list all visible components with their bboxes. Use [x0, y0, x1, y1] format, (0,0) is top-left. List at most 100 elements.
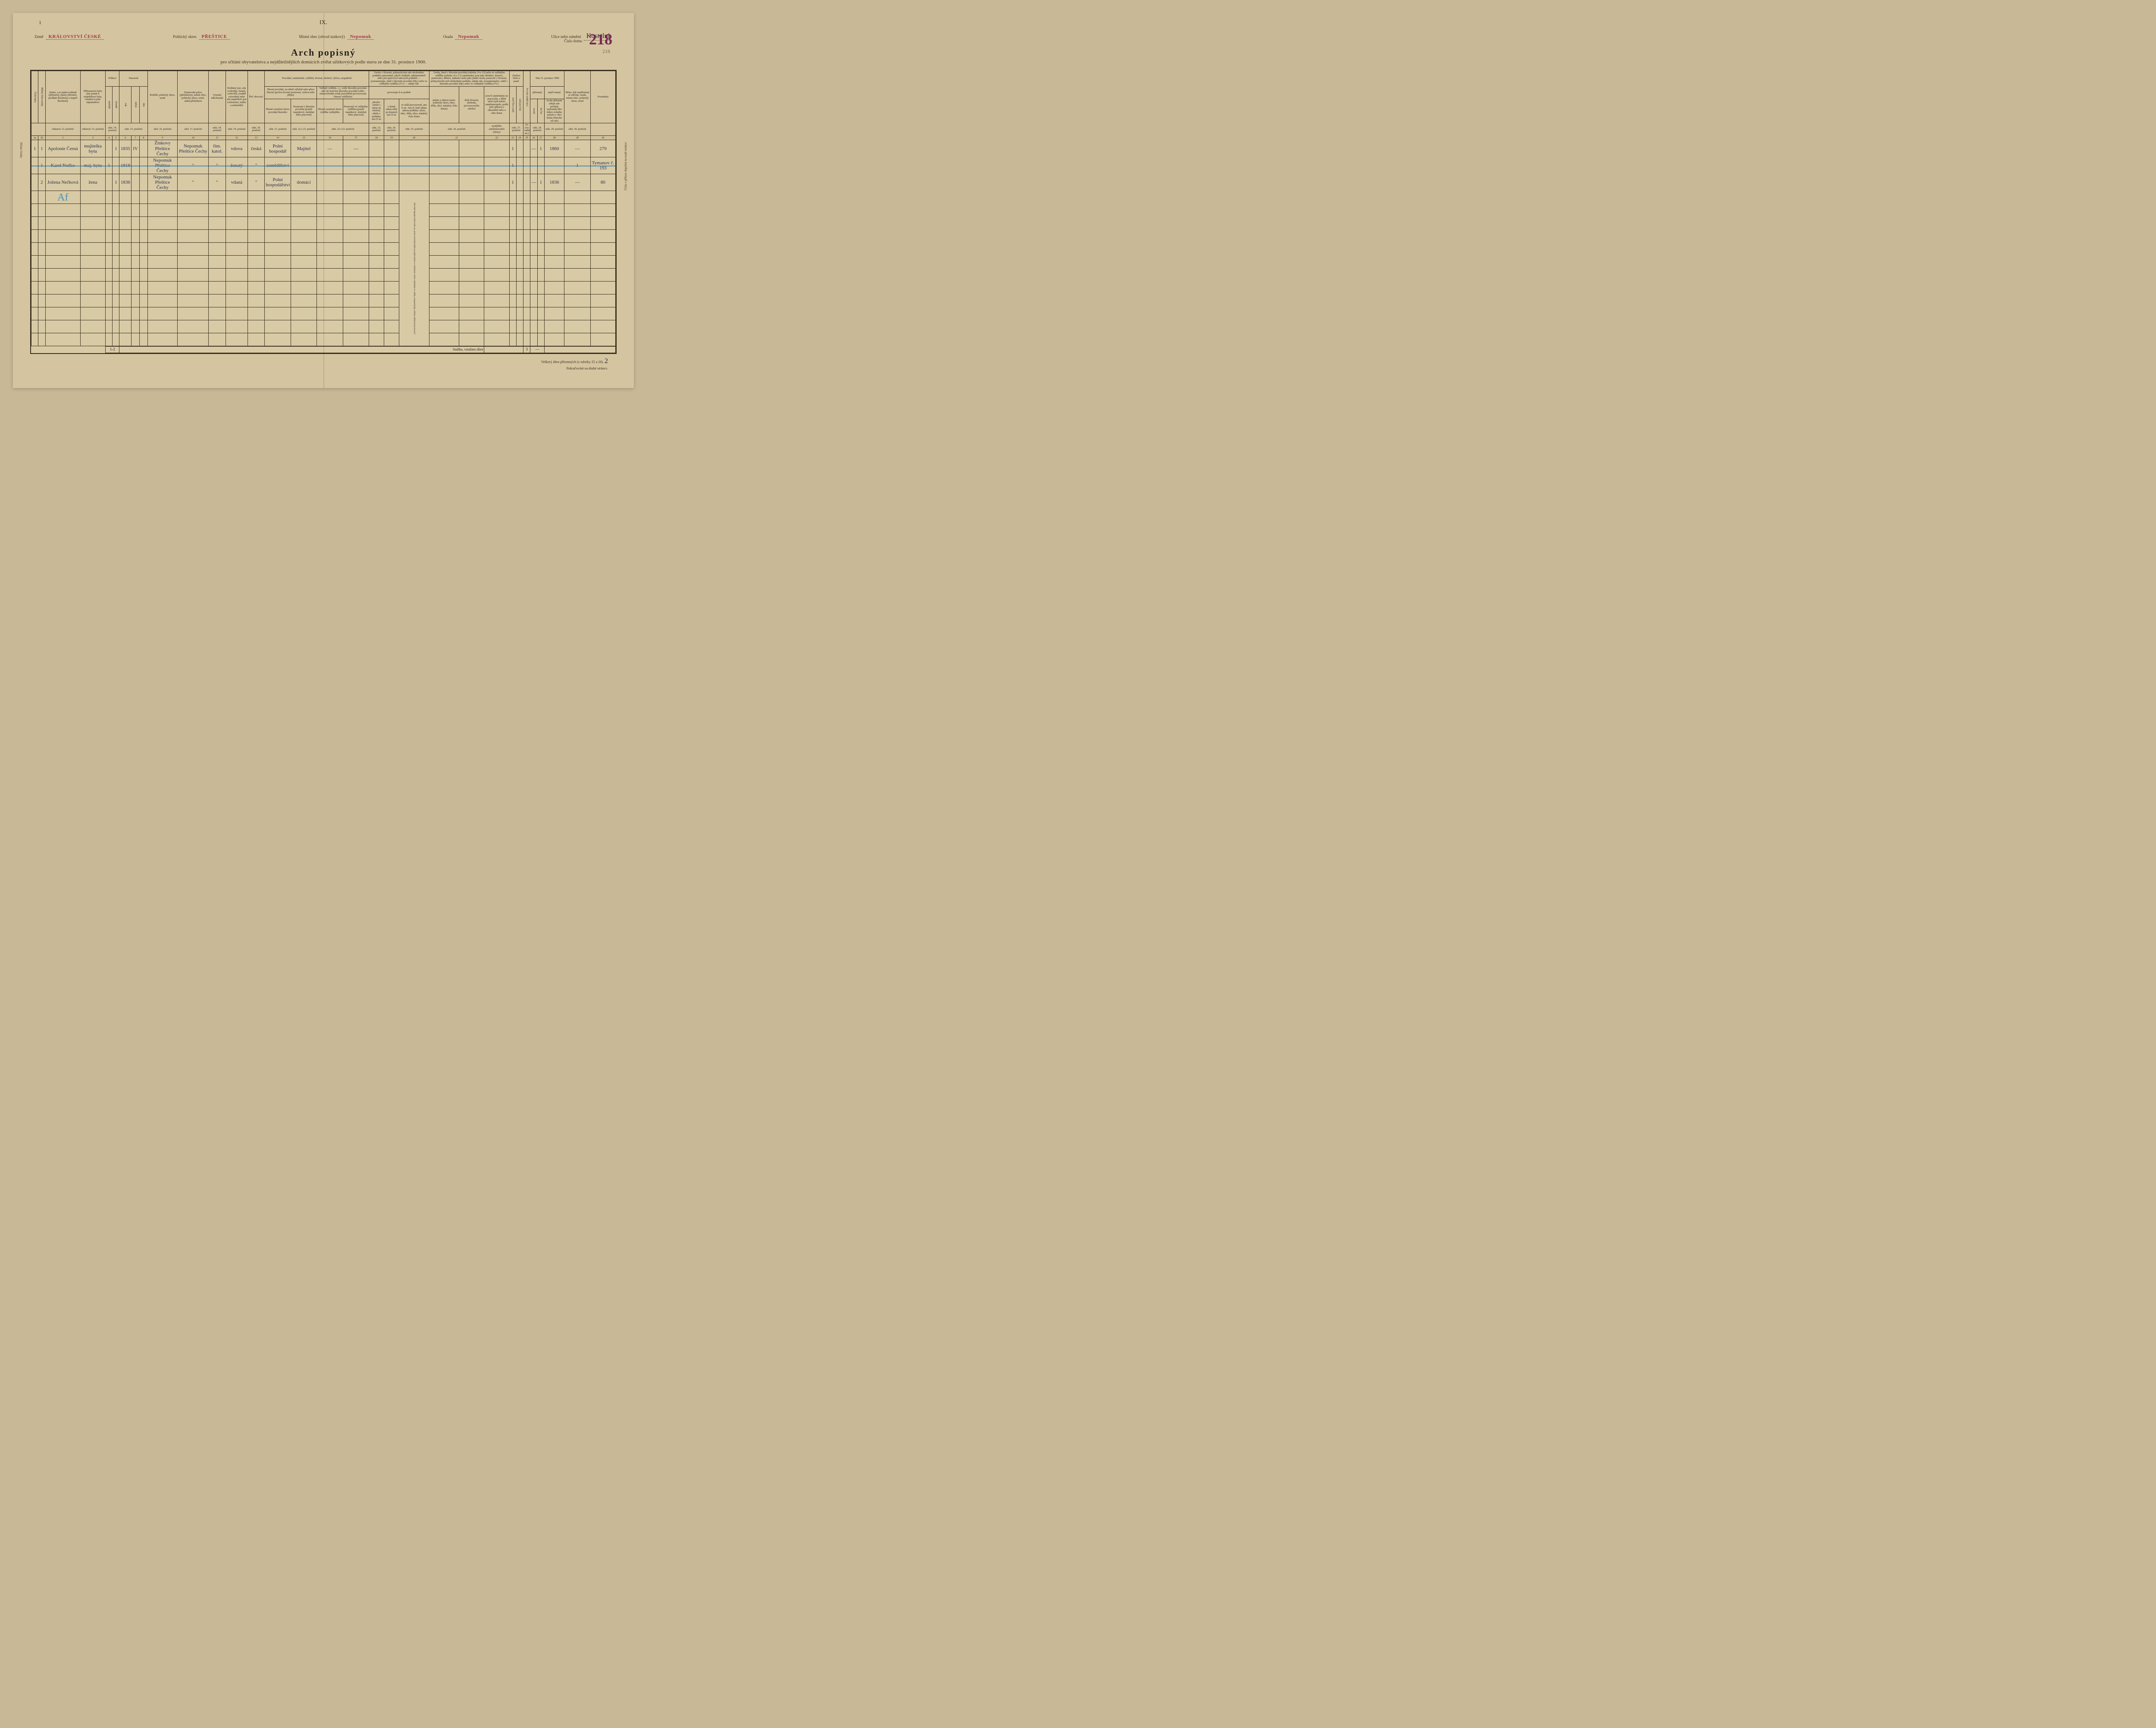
empty-cell — [139, 204, 147, 217]
num-21: 21 — [429, 136, 484, 140]
col-lit-rw: umí číst a psát — [509, 86, 516, 123]
cell — [523, 140, 530, 157]
cell — [384, 140, 399, 157]
num-27: 27 — [537, 136, 544, 140]
empty-cell — [516, 294, 523, 307]
col-birth: Narození — [119, 71, 147, 87]
num-7: 7 — [132, 136, 140, 140]
empty-cell — [291, 191, 317, 204]
cell — [317, 174, 343, 191]
cell — [523, 157, 530, 174]
empty-cell — [209, 294, 226, 307]
ref-17: odst. 26. poučení — [429, 123, 484, 136]
cell: " — [178, 157, 209, 174]
num-29: 29 — [564, 136, 590, 140]
empty-cell — [38, 256, 45, 269]
empty-cell — [369, 256, 384, 269]
empty-cell — [80, 256, 105, 269]
col-absent: nepří-tomný — [544, 86, 564, 99]
empty-cell — [523, 294, 530, 307]
empty-cell — [45, 230, 80, 243]
empty-cell — [80, 320, 105, 333]
empty-cell: Af — [45, 191, 80, 204]
empty-cell — [132, 204, 140, 217]
empty-cell — [265, 191, 291, 204]
empty-cell — [178, 307, 209, 320]
col-since: trvale přítomní udejte zde počátek nejča… — [544, 99, 564, 123]
empty-cell — [564, 282, 590, 294]
cell — [523, 174, 530, 191]
empty-cell — [516, 256, 523, 269]
ref-4: odst. 14. poučení — [105, 123, 119, 136]
empty-cell — [291, 243, 317, 256]
empty-cell — [537, 191, 544, 204]
census-sheet: 1 IX. Sčítací lístky Čísla v příloze dop… — [13, 13, 634, 388]
ref-14: odst. 23. poučení — [369, 123, 384, 136]
empty-cell — [590, 282, 615, 294]
empty-cell — [564, 243, 590, 256]
empty-cell — [516, 320, 523, 333]
empty-cell — [544, 204, 564, 217]
empty-cell — [317, 256, 343, 269]
empty-cell — [523, 204, 530, 217]
num-28: 28 — [544, 136, 564, 140]
empty-cell — [119, 294, 132, 307]
cell — [369, 140, 384, 157]
empty-cell — [429, 191, 459, 204]
cell — [113, 157, 119, 174]
cell — [343, 174, 369, 191]
empty-cell — [343, 243, 369, 256]
osada-label: Osada — [443, 34, 453, 39]
empty-cell — [119, 217, 132, 230]
col-pres-temp: na čas — [537, 99, 544, 123]
empty-cell — [248, 307, 265, 320]
empty-cell — [178, 282, 209, 294]
empty-cell — [226, 307, 248, 320]
empty-cell — [147, 230, 178, 243]
cell — [105, 174, 112, 191]
empty-cell — [317, 191, 343, 204]
cell — [544, 157, 564, 174]
cell: " — [209, 157, 226, 174]
empty-cell — [119, 204, 132, 217]
cell: — — [564, 140, 590, 157]
empty-cell — [590, 256, 615, 269]
empty-cell — [484, 307, 509, 320]
field-osada: Osada Nepomuk — [443, 34, 482, 40]
num-10: 10 — [178, 136, 209, 140]
empty-cell — [248, 320, 265, 333]
empty-cell — [523, 217, 530, 230]
empty-cell — [544, 243, 564, 256]
empty-cell — [384, 282, 399, 294]
cell — [317, 157, 343, 174]
empty-cell — [459, 204, 484, 217]
empty-cell — [248, 243, 265, 256]
col-enterprise: Osoby v živnosti, průmyslovém neb obchod… — [369, 71, 429, 87]
empty-cell — [139, 256, 147, 269]
ref-1 — [31, 123, 46, 136]
num-1a: 1a — [31, 136, 38, 140]
empty-cell — [105, 204, 112, 217]
cell: IV — [132, 140, 140, 157]
empty-cell — [265, 282, 291, 294]
num-11: 11 — [209, 136, 226, 140]
empty-cell — [369, 294, 384, 307]
empty-cell — [590, 320, 615, 333]
empty-cell — [31, 307, 38, 320]
cell — [429, 140, 459, 157]
empty-cell — [38, 230, 45, 243]
empty-cell — [369, 204, 384, 217]
cell — [399, 174, 429, 191]
empty-cell — [119, 307, 132, 320]
empty-cell — [178, 230, 209, 243]
page-number-roman: IX. — [320, 19, 327, 26]
num-3: 3 — [80, 136, 105, 140]
empty-cell — [384, 269, 399, 282]
empty-cell — [45, 333, 80, 346]
ref-22: odst. 30. poučení — [564, 123, 590, 136]
cell — [343, 157, 369, 174]
cell: Karel Nečko — [45, 157, 80, 174]
empty-cell — [291, 333, 317, 346]
empty-cell — [45, 320, 80, 333]
empty-cell — [369, 333, 384, 346]
